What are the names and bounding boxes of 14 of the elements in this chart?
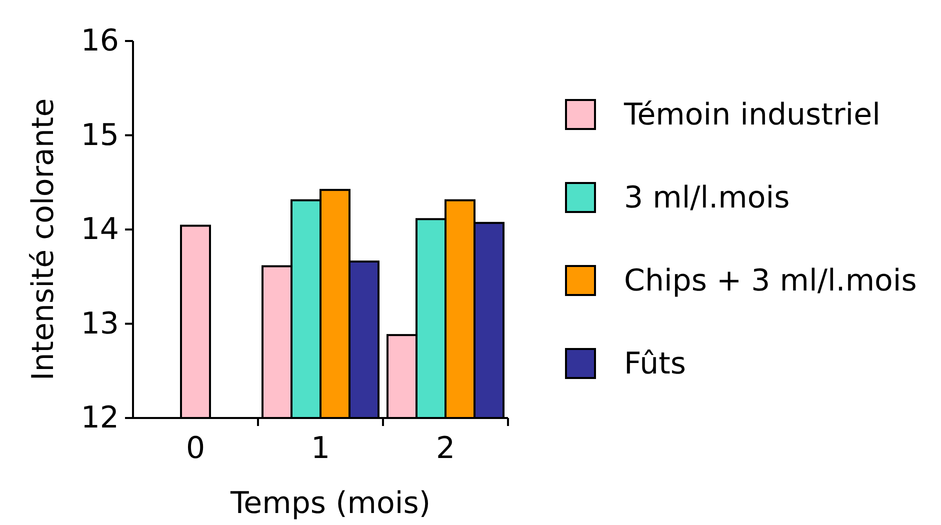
- y-tick-label: 16: [80, 24, 119, 58]
- x-tick-label: 1: [310, 431, 330, 466]
- legend-label: Témoin industriel: [623, 98, 880, 132]
- y-tick-label: 14: [80, 212, 119, 247]
- y-tick-label: 13: [80, 306, 119, 342]
- y-tick-label: 12: [80, 400, 119, 436]
- y-axis-title: Intensité colorante: [26, 98, 61, 381]
- x-tick-label: 0: [186, 431, 206, 466]
- legend-label: 3 ml/l.mois: [624, 180, 790, 216]
- legend-label: Fûts: [624, 346, 686, 382]
- x-axis-title: Temps (mois): [229, 486, 431, 521]
- y-tick-label: 15: [80, 118, 119, 153]
- legend-label: Chips + 3 ml/l.mois: [624, 264, 917, 298]
- x-tick-label: 2: [436, 431, 456, 466]
